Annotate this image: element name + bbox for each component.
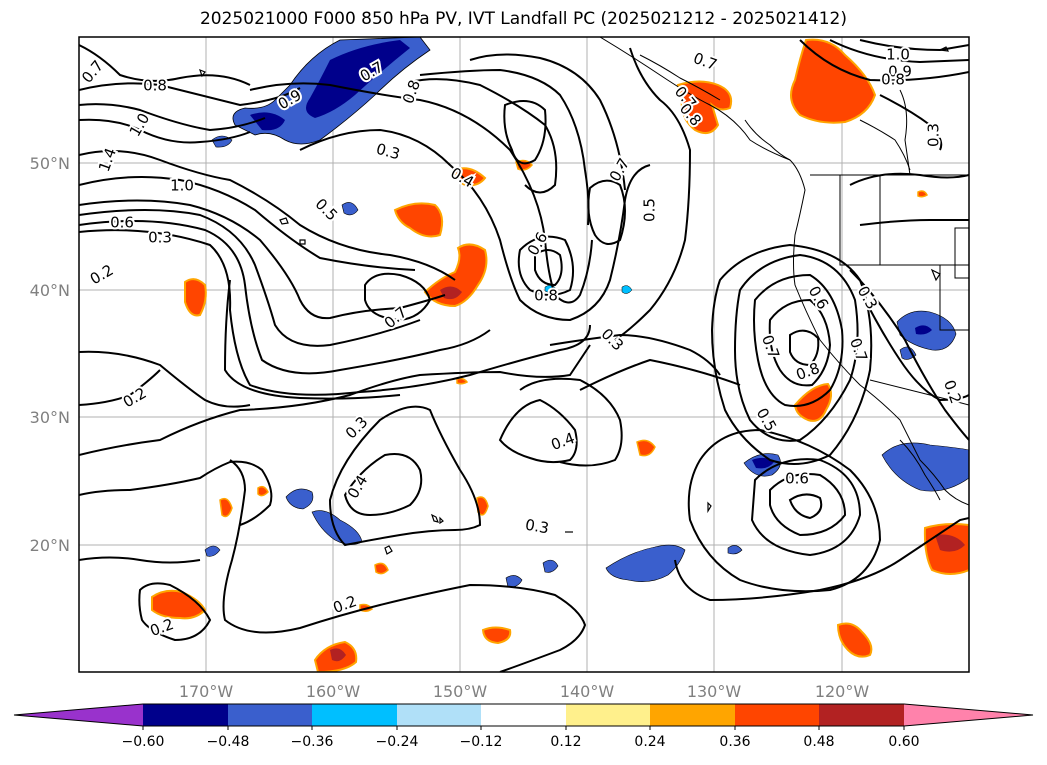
map-area — [79, 37, 969, 672]
colorbar-segment — [566, 704, 650, 726]
colorbar-tick-label: −0.36 — [291, 734, 334, 750]
contour-label: 0.3 — [148, 229, 172, 247]
contour-label: 0.5 — [641, 198, 659, 222]
colorbar-tick-label: −0.60 — [122, 734, 165, 750]
colorbar-segment — [650, 704, 735, 726]
contour-label-halo: 0.3 — [524, 516, 551, 538]
lon-label: 150°W — [433, 682, 488, 701]
colorbar-tick-label: 0.48 — [803, 734, 834, 750]
contour-label-halo: 0.3 — [148, 229, 172, 247]
contour-label-halo: 0.6 — [785, 470, 809, 488]
contour-label: 0.3 — [524, 516, 551, 538]
contour-label-halo: 0.8 — [881, 71, 905, 89]
lat-label: 20°N — [30, 536, 70, 555]
lat-label: 30°N — [30, 408, 70, 427]
lon-label: 140°W — [560, 682, 615, 701]
colorbar-tick-label: 0.36 — [719, 734, 750, 750]
map-frame — [78, 36, 970, 673]
colorbar-tick-label: −0.48 — [207, 734, 250, 750]
lon-label: 120°W — [815, 682, 870, 701]
positive-pc-regions — [151, 38, 969, 672]
colorbar-extend-high — [904, 704, 1033, 726]
colorbar-tick-label: −0.24 — [376, 734, 419, 750]
contour-label: 0.8 — [143, 77, 167, 95]
colorbar-tick-label: 0.24 — [634, 734, 665, 750]
contour-label: 0.8 — [534, 287, 558, 305]
contour-label: 0.3 — [374, 140, 402, 164]
lat-label: 50°N — [30, 154, 70, 173]
contour-label-halo: 0.8 — [143, 77, 167, 95]
contour-label-halo: 0.6 — [110, 214, 134, 232]
colorbar-segment — [228, 704, 312, 726]
colorbar-tick-label: 0.60 — [888, 734, 919, 750]
colorbar: −0.60 −0.48 −0.36 −0.24 −0.12 0.12 0.24 0.36 0.4… — [13, 703, 1034, 750]
colorbar-segment — [481, 704, 566, 726]
longitude-labels: 170°W 160°W 150°W 140°W 130°W 120°W — [179, 682, 870, 701]
colorbar-segment — [397, 704, 481, 726]
colorbar-segment — [819, 704, 904, 726]
colorbar-tick-label: −0.12 — [460, 734, 503, 750]
contour-label: 0.8 — [881, 71, 905, 89]
colorbar-extend-low — [14, 704, 143, 726]
latitude-labels: 50°N 40°N 30°N 20°N — [30, 154, 70, 555]
contour-label-halo: 0.3 — [925, 123, 943, 147]
contour-label-halo: 0.9 — [888, 63, 912, 81]
islands — [199, 46, 950, 555]
contour-label: 0.6 — [110, 214, 134, 232]
contour-label-halo: 0.5 — [641, 198, 659, 222]
lon-label: 130°W — [687, 682, 742, 701]
lon-label: 160°W — [306, 682, 361, 701]
pv-contours — [79, 39, 969, 672]
contour-label-halo: 0.8 — [534, 287, 558, 305]
coastlines — [599, 37, 969, 506]
contour-label: 0.3 — [925, 123, 943, 147]
lat-label: 40°N — [30, 281, 70, 300]
colorbar-segment — [735, 704, 819, 726]
map-title: 2025021000 F000 850 hPa PV, IVT Landfall… — [199, 9, 847, 29]
contour-label: 0.6 — [785, 470, 809, 488]
contour-label-halo: 1.0 — [886, 46, 910, 64]
colorbar-tick-label: 0.12 — [550, 734, 581, 750]
contour-label: 0.9 — [888, 63, 912, 81]
contour-label-halo: 1.0 — [170, 177, 194, 195]
contour-label: 1.0 — [170, 177, 194, 195]
colorbar-segment — [312, 704, 397, 726]
negative-pc-regions — [204, 37, 969, 588]
contour-label: 1.0 — [886, 46, 910, 64]
colorbar-segment — [143, 704, 228, 726]
lon-label: 170°W — [179, 682, 234, 701]
